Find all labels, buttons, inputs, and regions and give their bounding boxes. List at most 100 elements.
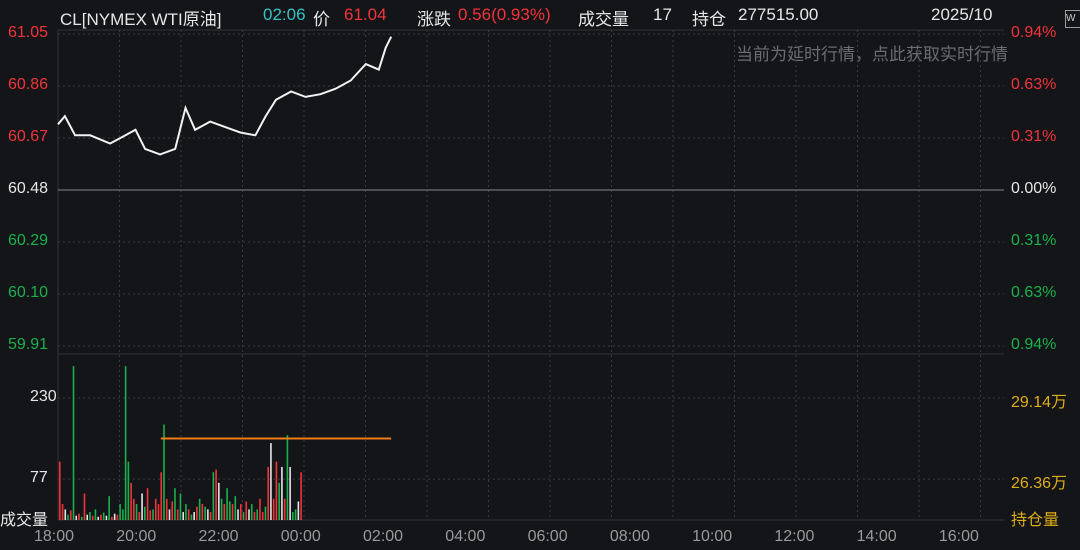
volume-bar (64, 509, 67, 520)
volume-bar (122, 509, 124, 520)
volume-bar (113, 513, 116, 520)
volume-bar (116, 514, 119, 520)
pct-tick-label: 0.94% (1011, 24, 1057, 41)
time-tick-label: 16:00 (938, 528, 979, 545)
volume-bar (165, 498, 168, 520)
volume-bar (176, 509, 179, 520)
volume-bar (152, 509, 154, 520)
time-tick-label: 00:00 (280, 528, 321, 545)
volume-bar (157, 504, 160, 520)
time-tick-label: 02:00 (363, 528, 404, 545)
price-tick-label: 60.10 (8, 284, 49, 301)
volume-bar (193, 512, 195, 520)
volume-bar (190, 514, 193, 520)
volume-bar (144, 506, 146, 520)
volume-axis-label: 成交量 (0, 512, 49, 529)
price-tick-label: 59.91 (8, 336, 49, 353)
volume-bar (204, 506, 206, 520)
volume-bar (292, 512, 294, 520)
pct-tick-label: 0.63% (1011, 76, 1057, 93)
volume-bar (286, 435, 289, 520)
volume-bar (212, 472, 215, 520)
volume-bar (102, 512, 105, 520)
volume-tick-label: 77 (30, 469, 48, 487)
volume-label: 成交量 (578, 10, 629, 29)
change-label: 涨跌 (417, 10, 451, 29)
volume-bar (160, 472, 163, 520)
volume-value: 17 (653, 5, 672, 24)
volume-bar (229, 501, 231, 520)
oi-label: 持仓 (692, 10, 726, 29)
pct-tick-label: 0.00% (1011, 180, 1057, 197)
pct-tick-label: 0.31% (1011, 232, 1057, 249)
volume-bar (231, 504, 234, 520)
volume-bar (272, 498, 275, 520)
pct-tick-label: 0.94% (1011, 336, 1057, 353)
volume-bar (59, 461, 61, 520)
volume-bar (80, 516, 83, 520)
pct-tick-label: 0.31% (1011, 128, 1057, 145)
quote-header: CL[NYMEX WTI原油] 02:06 价 61.04 涨跌 0.56(0.… (60, 5, 1080, 29)
volume-bar (75, 515, 78, 520)
volume-bar (141, 493, 143, 520)
price-tick-label: 60.29 (8, 232, 49, 249)
volume-bar (209, 512, 212, 520)
time-tick-label: 22:00 (198, 528, 239, 545)
volume-bar (86, 514, 89, 520)
price-line (57, 36, 393, 156)
volume-bar (100, 514, 102, 520)
oi-value: 277515.00 (738, 5, 819, 24)
volume-bar (97, 516, 99, 520)
oi-tick-label: 26.36万 (1011, 475, 1068, 493)
volume-bar (69, 510, 72, 520)
volume-bar (83, 493, 86, 520)
oi-axis-label: 持仓量 (1011, 512, 1060, 529)
volume-bar (300, 472, 302, 520)
price-label: 价 (313, 10, 330, 29)
volume-bar (242, 512, 245, 520)
volume-bar (111, 516, 113, 520)
volume-bar (174, 488, 176, 520)
volume-bar (89, 512, 91, 520)
volume-bar (245, 501, 248, 520)
volume-bar (138, 512, 141, 520)
volume-bar (78, 513, 80, 520)
volume-bar (108, 496, 110, 520)
volume-tick-label: 230 (30, 388, 57, 405)
volume-bar (201, 504, 204, 520)
volume-bar (220, 498, 223, 520)
volume-bar (187, 509, 190, 520)
volume-bar (182, 512, 184, 520)
volume-bar (135, 504, 138, 520)
volume-bar (133, 498, 135, 520)
volume-bar (179, 493, 182, 520)
volume-bar (270, 443, 272, 520)
volume-bar (297, 501, 300, 520)
volume-bar (163, 424, 165, 520)
window-icon[interactable]: W (1065, 10, 1080, 28)
delayed-quote-notice[interactable]: 当前为延时行情，点此获取实时行情 (736, 45, 1008, 64)
time-tick-label: 20:00 (116, 528, 157, 545)
volume-bar (234, 496, 237, 520)
volume-bar (94, 509, 97, 520)
price-tick-label: 60.86 (8, 76, 49, 93)
volume-bar (264, 506, 267, 520)
volume-bar (72, 366, 75, 520)
volume-bar (278, 482, 280, 520)
date-label: 2025/10 (931, 5, 993, 24)
volume-bar (237, 509, 239, 520)
volume-bar (239, 504, 242, 520)
volume-bar (261, 512, 264, 520)
time-tick-label: 08:00 (609, 528, 650, 545)
volume-bar (105, 515, 108, 520)
volume-bar (294, 509, 297, 520)
volume-bar (171, 501, 174, 520)
time-tick-label: 04:00 (445, 528, 486, 545)
volume-bar (61, 504, 64, 520)
volume-bar (253, 512, 256, 520)
volume-bar (283, 498, 286, 520)
volume-bar (215, 469, 217, 520)
time-tick-label: 10:00 (692, 528, 733, 545)
volume-bar (146, 488, 149, 520)
price-change: 0.56(0.93%) (458, 5, 551, 24)
